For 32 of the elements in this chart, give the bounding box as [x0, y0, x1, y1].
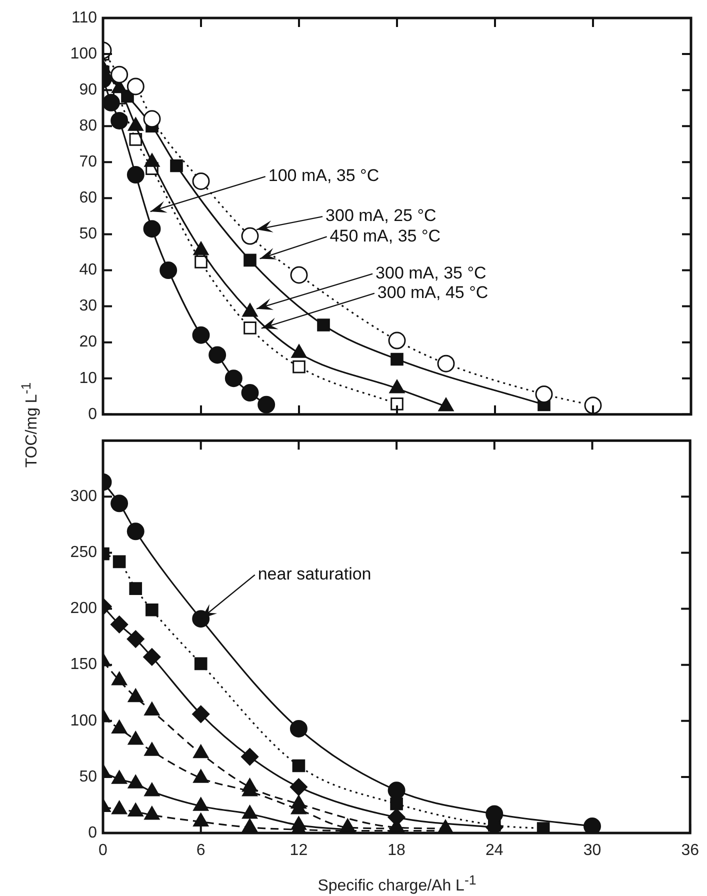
y-tick-label: 70: [79, 154, 98, 171]
x-tick-label: 24: [486, 842, 504, 860]
annotation: 300 mA, 45 °C: [377, 282, 488, 302]
y-tick-label: 80: [79, 118, 98, 135]
annotation: 300 mA, 25 °C: [326, 206, 436, 226]
y-tick-label: 200: [70, 600, 98, 618]
x-tick-label: 18: [388, 842, 406, 860]
x-axis-title: Specific charge/Ah L$^{-1}$: [318, 872, 476, 896]
y-tick-label: 0: [88, 824, 98, 842]
y-tick-label: 100: [70, 712, 98, 730]
y-tick-label: 10: [79, 370, 98, 387]
y-tick-label: 20: [79, 334, 98, 351]
y-tick-label: 300: [70, 488, 98, 506]
y-tick-label: 60: [79, 190, 98, 207]
y-tick-label: 150: [70, 656, 98, 674]
y-tick-label: 0: [88, 406, 98, 423]
annotation: 450 mA, 35 °C: [330, 226, 441, 246]
y-tick-label: 250: [70, 544, 98, 562]
annotation: 300 mA, 35 °C: [376, 264, 486, 282]
y-tick-label: 110: [71, 9, 98, 26]
annotation: near saturation: [258, 564, 372, 584]
x-tick-label: 36: [681, 842, 700, 860]
annotation: 100 mA, 35 °C: [268, 166, 380, 186]
y-tick-label: 50: [79, 226, 98, 243]
x-tick-label: 30: [583, 842, 602, 860]
x-tick-label: 12: [290, 842, 308, 860]
y-tick-label: 90: [79, 81, 98, 98]
y-tick-label: 50: [79, 768, 98, 786]
x-tick-label: 6: [196, 842, 206, 860]
y-tick-label: 100: [70, 45, 98, 62]
y-tick-label: 40: [79, 262, 98, 279]
y-tick-label: 30: [79, 298, 98, 315]
